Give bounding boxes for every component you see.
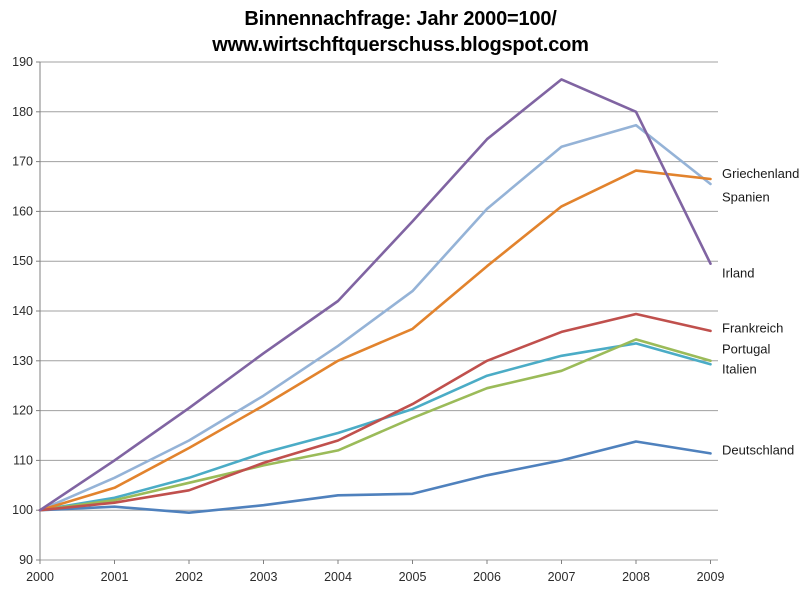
series-line-frankreich (38, 312, 712, 512)
y-tick-label-110: 110 (13, 453, 33, 467)
chart-title: Binnennachfrage: Jahr 2000=100/ www.wirt… (0, 6, 801, 58)
series-label-italien: Italien (722, 361, 757, 376)
series-label-deutschland: Deutschland (722, 442, 794, 457)
y-tick-label-160: 160 (12, 204, 33, 218)
series-label-irland: Irland (722, 266, 755, 281)
x-tick-label-2005: 2005 (399, 570, 427, 584)
chart-title-line-2: www.wirtschftquerschuss.blogspot.com (212, 34, 589, 56)
x-tick-label-2007: 2007 (548, 570, 576, 584)
x-tick-label-2001: 2001 (101, 570, 129, 584)
x-tick-label-2000: 2000 (26, 570, 54, 584)
series-line-italien (38, 342, 712, 512)
y-tick-label-90: 90 (19, 553, 33, 567)
y-tick-label-180: 180 (12, 105, 33, 119)
series-line-griechenland (38, 123, 712, 512)
x-tick-label-2002: 2002 (175, 570, 203, 584)
y-tick-label-120: 120 (12, 404, 33, 418)
x-tick-label-2009: 2009 (697, 570, 725, 584)
y-tick-label-130: 130 (12, 354, 33, 368)
y-tick-label-150: 150 (12, 254, 33, 268)
series-line-portugal (38, 338, 712, 512)
x-tick-label-2004: 2004 (324, 570, 352, 584)
y-tick-label-140: 140 (12, 304, 33, 318)
series-label-portugal: Portugal (722, 341, 771, 356)
chart-title-line-1: Binnennachfrage: Jahr 2000=100/ (244, 8, 557, 30)
series-label-griechenland: Griechenland (722, 166, 799, 181)
series-line-irland (38, 78, 712, 512)
series-line-deutschland (38, 440, 712, 515)
y-tick-label-170: 170 (12, 155, 33, 169)
x-tick-label-2006: 2006 (473, 570, 501, 584)
x-tick-label-2008: 2008 (622, 570, 650, 584)
series-line-spanien (38, 169, 712, 512)
y-tick-label-190: 190 (12, 55, 33, 69)
y-tick-label-100: 100 (12, 503, 33, 517)
series-label-frankreich: Frankreich (722, 320, 783, 335)
x-tick-label-2003: 2003 (250, 570, 278, 584)
series-label-spanien: Spanien (722, 189, 770, 204)
